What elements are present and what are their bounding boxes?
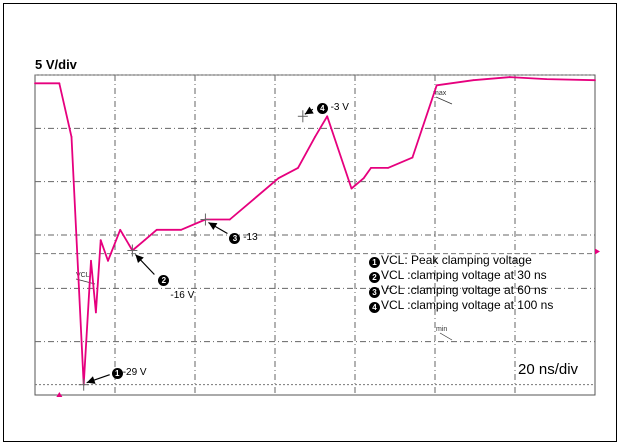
annotation-3: 3 -13 xyxy=(229,231,258,244)
annotation-1-arrow-head xyxy=(86,376,96,384)
legend-item-3: 3 VCL :clamping voltage at 60 ns xyxy=(369,283,547,298)
annotation-1-label: -29 V xyxy=(122,366,147,378)
series-vcl-point xyxy=(370,167,372,169)
legend-item-2: 2 VCL :clamping voltage at 30 ns xyxy=(369,268,547,283)
annotation-1-badge: 1 xyxy=(111,367,123,379)
series-vcl-point xyxy=(411,156,414,159)
series-vcl-point xyxy=(297,167,299,169)
series-vcl-point xyxy=(277,177,280,180)
series-vcl-point xyxy=(58,82,61,85)
series-vcl-point xyxy=(314,136,316,138)
series-vcl-point xyxy=(155,228,158,231)
series-vcl-point xyxy=(34,82,36,85)
legend-badge-1: 1 xyxy=(369,257,380,268)
series-vcl-point xyxy=(70,136,73,138)
legend-text-2: VCL :clamping voltage at 30 ns xyxy=(381,268,547,282)
series-vcl-point xyxy=(594,79,596,82)
annotation-2-label: -16 V xyxy=(170,290,195,302)
series-vcl-point xyxy=(107,259,109,262)
annotation-marks xyxy=(78,106,314,391)
series-vcl-point xyxy=(472,79,475,82)
time-scale-label: 20 ns/div xyxy=(518,361,579,378)
annotation-1: 1 -29 V xyxy=(111,366,147,379)
series-vcl-point xyxy=(545,78,548,81)
min-marker-leader xyxy=(439,332,453,341)
vcl-marker-label: VCL xyxy=(76,272,90,279)
annotation-4-label: -3 V xyxy=(330,102,349,114)
legend-badge-3: 3 xyxy=(369,287,380,298)
grid xyxy=(34,74,596,396)
annotation-4-arrow-head xyxy=(304,106,314,115)
reference-markers: max min VCL xyxy=(35,74,600,397)
series-vcl-point xyxy=(350,187,353,190)
annotation-4: 4 -3 V xyxy=(316,102,349,115)
annotation-2: 2 xyxy=(158,274,170,287)
figure-frame xyxy=(3,3,617,442)
series-vcl-point xyxy=(253,197,256,200)
annotation-4-badge: 4 xyxy=(316,103,328,115)
annotation-3-arrow-head xyxy=(208,222,218,230)
legend-badge-2: 2 xyxy=(369,272,380,283)
legend-badge-4: 4 xyxy=(369,302,380,313)
series-vcl-point xyxy=(508,76,511,78)
series-vcl-point xyxy=(143,239,146,242)
max-marker-leader xyxy=(435,96,453,105)
series-vcl-point xyxy=(362,177,365,180)
series-vcl-point xyxy=(99,239,102,242)
max-marker-label: max xyxy=(433,90,447,97)
annotation-3-label: -13 xyxy=(243,231,258,243)
series-vcl-point xyxy=(94,311,97,314)
legend-text-4: VCL :clamping voltage at 100 ns xyxy=(381,298,554,312)
min-marker-label: min xyxy=(436,326,447,333)
legend-item-1: 1 VCL: Peak clamping voltage xyxy=(369,253,532,268)
series-vcl-point xyxy=(435,84,438,87)
series-vcl-point xyxy=(90,259,92,262)
series-vcl-point xyxy=(119,228,122,231)
legend-item-4: 4 VCL :clamping voltage at 100 ns xyxy=(369,298,553,313)
series-vcl-point xyxy=(228,218,231,221)
annotation-2-badge: 2 xyxy=(158,275,170,287)
series-vcl-line xyxy=(35,76,596,386)
annotation-2-arrow-head xyxy=(135,254,144,264)
legend-text-1: VCL: Peak clamping voltage xyxy=(381,253,532,267)
level-marker xyxy=(595,248,600,255)
legend-text-3: VCL :clamping voltage at 60 ns xyxy=(381,283,547,297)
trace-group xyxy=(34,76,596,386)
series-vcl-point xyxy=(387,167,389,169)
trigger-marker xyxy=(56,392,63,397)
vertical-scale-label: 5 V/div xyxy=(35,57,77,72)
series-vcl-point xyxy=(180,228,182,231)
series-vcl-point xyxy=(326,115,329,118)
annotation-3-badge: 3 xyxy=(229,232,241,244)
